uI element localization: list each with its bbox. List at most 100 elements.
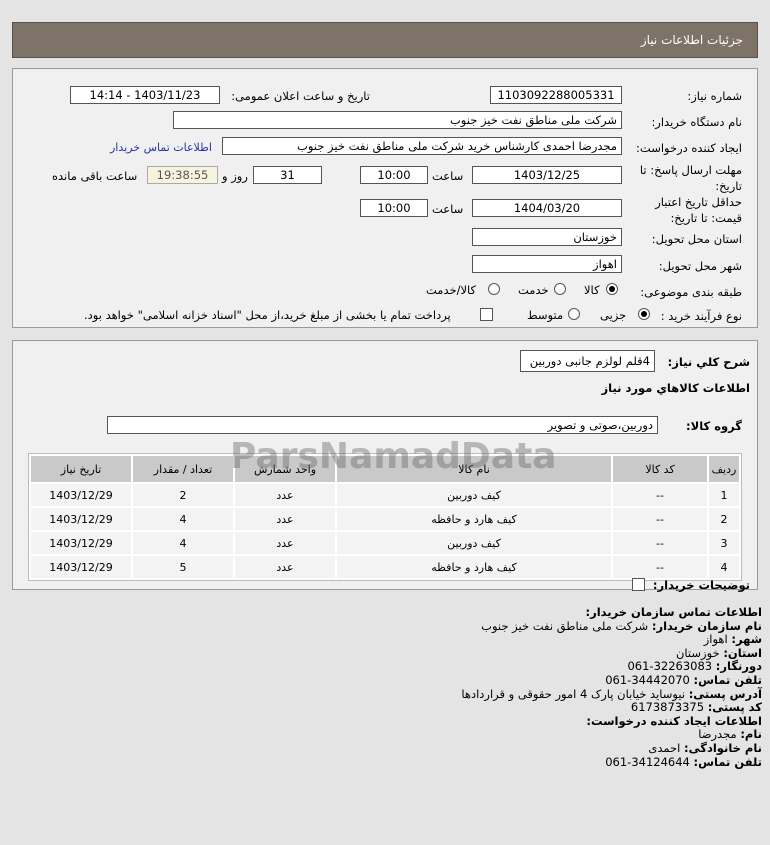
remaining-time-field: 19:38:55 bbox=[147, 166, 218, 184]
col-code: کد کالا bbox=[613, 456, 707, 482]
cell-need-date: 1403/12/29 bbox=[31, 508, 131, 530]
creator-phone-label: تلفن تماس: bbox=[693, 754, 762, 769]
table-row: 1 -- کیف دوربین عدد 2 1403/12/29 bbox=[31, 484, 739, 506]
days-field: 31 bbox=[253, 166, 322, 184]
creator-title: اطلاعات ایجاد کننده درخواست: bbox=[586, 713, 762, 728]
creator-phone-value: 061-34124644 bbox=[605, 754, 690, 769]
validity-label-2: قیمت: تا تاریخ: bbox=[670, 211, 742, 225]
creator-label: ایجاد کننده درخواست: bbox=[636, 141, 742, 155]
table-row: 3 -- کیف دوربین عدد 4 1403/12/29 bbox=[31, 532, 739, 554]
cell-need-date: 1403/12/29 bbox=[31, 484, 131, 506]
cell-item-name: کیف دوربین bbox=[337, 532, 611, 554]
phone-value: 061-34442070 bbox=[605, 672, 690, 687]
cell-quantity: 4 bbox=[133, 532, 233, 554]
name-value: مجدرضا bbox=[698, 727, 737, 742]
city-value: اهواز bbox=[703, 632, 728, 647]
cell-row-number: 1 bbox=[709, 484, 739, 506]
category-radio-service[interactable] bbox=[554, 283, 566, 295]
buyer-notes-label: توضیحات خریدار: bbox=[652, 578, 750, 592]
postal-label: کد پستی: bbox=[707, 700, 762, 715]
process-radio-medium[interactable] bbox=[568, 308, 580, 320]
col-name: نام کالا bbox=[337, 456, 611, 482]
buyer-notes-checkbox[interactable] bbox=[632, 578, 645, 591]
category-radio-goods[interactable] bbox=[606, 283, 618, 295]
treasury-payment-note: پرداخت تمام یا بخشی از مبلغ خرید،از محل … bbox=[84, 308, 451, 322]
page-title: جزئیات اطلاعات نیاز bbox=[640, 33, 743, 47]
name-label: نام: bbox=[740, 727, 762, 742]
category-option-service: خدمت bbox=[518, 283, 549, 297]
family-value: احمدی bbox=[648, 740, 681, 755]
buyer-label: نام دستگاه خریدار: bbox=[651, 115, 742, 129]
cell-item-code: -- bbox=[613, 484, 707, 506]
cell-unit: عدد bbox=[235, 508, 335, 530]
cell-item-name: کیف هارد و حافظه bbox=[337, 508, 611, 530]
announce-label: تاریخ و ساعت اعلان عمومی: bbox=[231, 89, 370, 103]
city-label: شهر: bbox=[731, 632, 762, 647]
summary-field: 4قلم لولزم جانبی دوربین bbox=[520, 350, 655, 372]
buyer-contact-link[interactable]: اطلاعات تماس خریدار bbox=[110, 141, 212, 154]
cell-item-name: کیف هارد و حافظه bbox=[337, 556, 611, 578]
goods-table: ردیف کد کالا نام کالا واحد شمارش تعداد /… bbox=[28, 453, 742, 581]
deadline-label-2: تاریخ: bbox=[715, 179, 742, 193]
process-option-minor: جزیی bbox=[600, 308, 627, 322]
contact-info: اطلاعات تماس سازمان خریدار: نام سازمان خ… bbox=[461, 605, 762, 769]
contact-title: اطلاعات تماس سازمان خریدار: bbox=[585, 605, 762, 619]
postal-value: 6173873375 bbox=[630, 700, 705, 715]
creator-field: مجدرضا احمدی کارشناس خرید شرکت ملی مناطق… bbox=[222, 137, 622, 155]
cell-quantity: 2 bbox=[133, 484, 233, 506]
family-label: نام خانوادگی: bbox=[684, 740, 762, 755]
cell-item-name: کیف دوربین bbox=[337, 484, 611, 506]
remaining-label: ساعت باقی مانده bbox=[52, 169, 138, 183]
cell-item-code: -- bbox=[613, 556, 707, 578]
days-label: روز و bbox=[222, 169, 248, 183]
province-field: خوزستان bbox=[472, 228, 622, 246]
cell-quantity: 5 bbox=[133, 556, 233, 578]
cell-need-date: 1403/12/29 bbox=[31, 532, 131, 554]
page-header: جزئیات اطلاعات نیاز bbox=[12, 22, 758, 58]
city-label: شهر محل تحویل: bbox=[658, 259, 742, 273]
fax-label: دورنگار: bbox=[715, 659, 762, 674]
process-radio-minor[interactable] bbox=[638, 308, 650, 320]
category-radio-both[interactable] bbox=[488, 283, 500, 295]
cell-unit: عدد bbox=[235, 484, 335, 506]
goods-group-field: دوربین،صوتی و تصویر bbox=[107, 416, 658, 434]
goods-section-title: اطلاعات کالاهاي مورد نياز bbox=[601, 381, 750, 395]
col-qty: تعداد / مقدار bbox=[133, 456, 233, 482]
category-option-both: کالا/خدمت bbox=[426, 283, 477, 297]
col-row: ردیف bbox=[709, 456, 739, 482]
province-value: خوزستان bbox=[675, 645, 720, 660]
need-number-field: 1103092288005331 bbox=[490, 86, 622, 104]
buyer-field: شرکت ملی مناطق نفت خیز جنوب bbox=[173, 111, 622, 129]
cell-quantity: 4 bbox=[133, 508, 233, 530]
cell-row-number: 4 bbox=[709, 556, 739, 578]
cell-row-number: 3 bbox=[709, 532, 739, 554]
category-label: طبقه بندی موضوعی: bbox=[640, 285, 742, 299]
table-header-row: ردیف کد کالا نام کالا واحد شمارش تعداد /… bbox=[31, 456, 739, 482]
category-option-goods: کالا bbox=[584, 283, 600, 297]
deadline-time-label: ساعت bbox=[432, 169, 464, 183]
province-label: استان محل تحویل: bbox=[651, 232, 742, 246]
table-row: 2 -- کیف هارد و حافظه عدد 4 1403/12/29 bbox=[31, 508, 739, 530]
deadline-time-field: 10:00 bbox=[360, 166, 428, 184]
validity-time-label: ساعت bbox=[432, 202, 464, 216]
deadline-date-field: 1403/12/25 bbox=[472, 166, 622, 184]
need-number-label: شماره نیاز: bbox=[687, 89, 742, 103]
summary-label: شرح کلي نياز: bbox=[667, 355, 750, 369]
org-value: شرکت ملی مناطق نفت خیز جنوب bbox=[481, 618, 649, 633]
org-label: نام سازمان خریدار: bbox=[651, 618, 762, 633]
table-row: 4 -- کیف هارد و حافظه عدد 5 1403/12/29 bbox=[31, 556, 739, 578]
address-value: نیوساید خیابان پارک 4 امور حقوقی و قرارد… bbox=[461, 686, 686, 701]
col-date: تاریخ نیاز bbox=[31, 456, 131, 482]
process-label: نوع فرآیند خرید : bbox=[660, 309, 742, 323]
cell-item-code: -- bbox=[613, 508, 707, 530]
goods-group-label: گروه کالا: bbox=[686, 419, 742, 433]
cell-unit: عدد bbox=[235, 556, 335, 578]
process-option-medium: متوسط bbox=[527, 308, 564, 322]
col-unit: واحد شمارش bbox=[235, 456, 335, 482]
treasury-payment-checkbox[interactable] bbox=[480, 308, 493, 321]
cell-need-date: 1403/12/29 bbox=[31, 556, 131, 578]
address-label: آدرس پستی: bbox=[688, 686, 762, 701]
cell-item-code: -- bbox=[613, 532, 707, 554]
province-label: استان: bbox=[723, 645, 762, 660]
validity-time-field: 10:00 bbox=[360, 199, 428, 217]
